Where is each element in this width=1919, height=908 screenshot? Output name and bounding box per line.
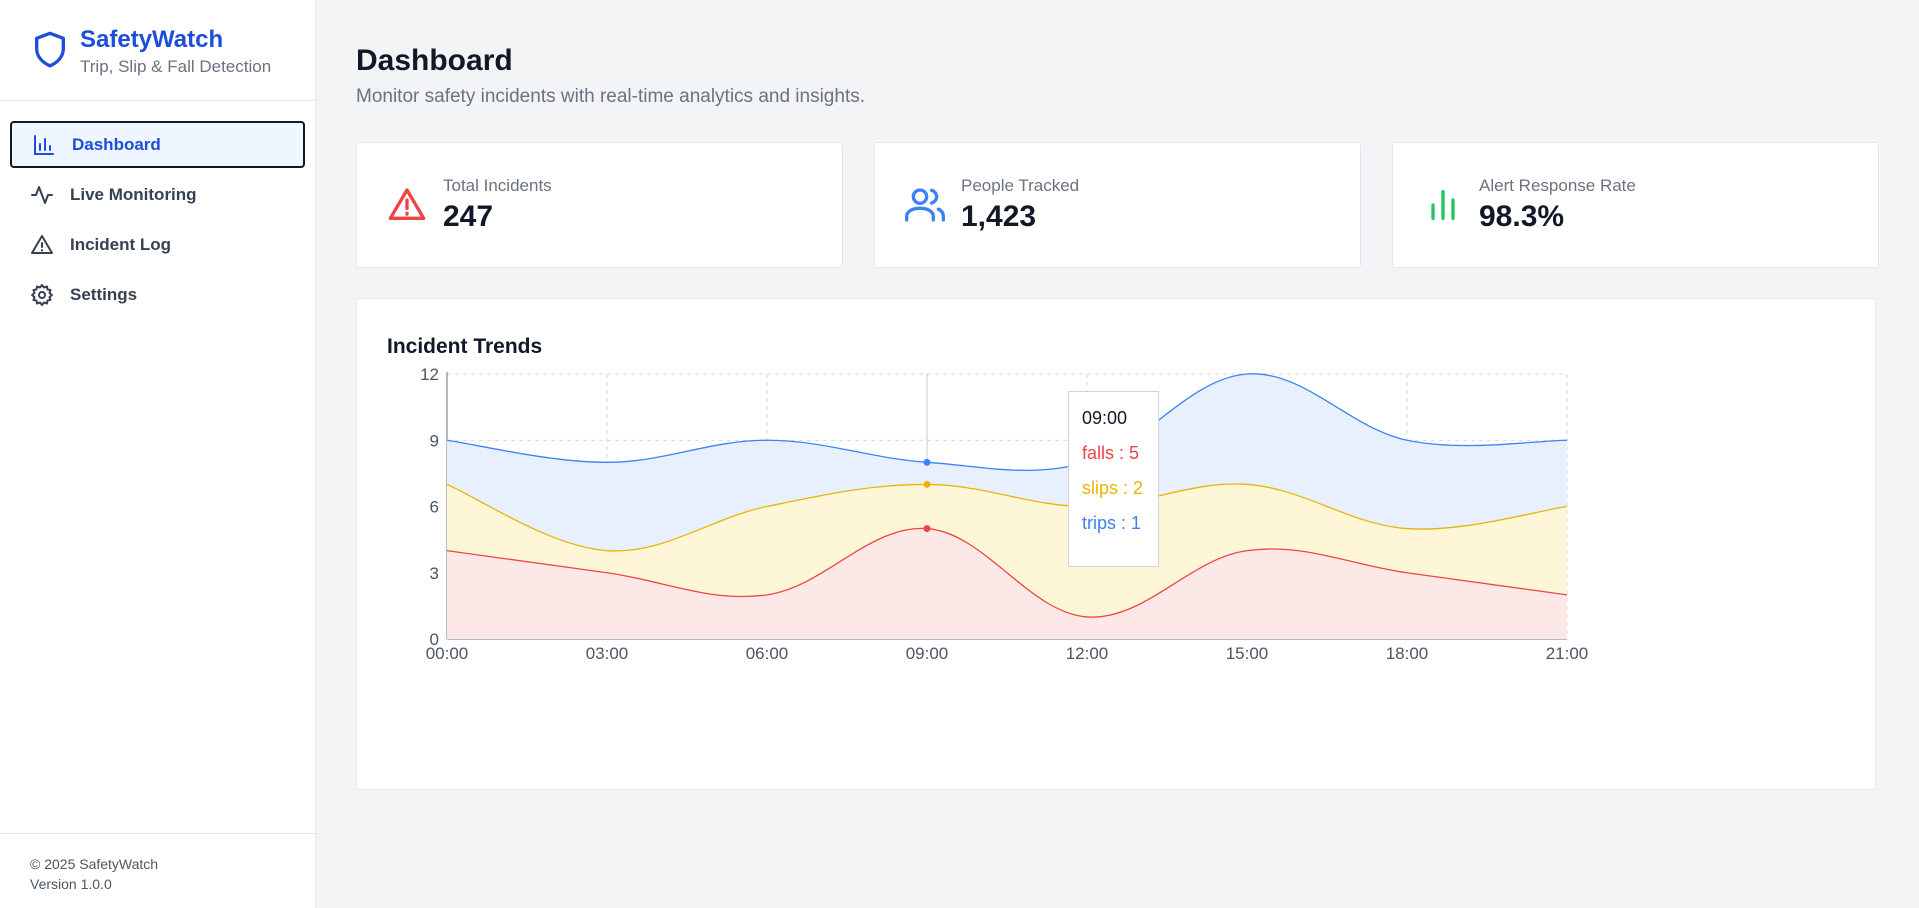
users-icon [905,188,945,222]
stat-label: Total Incidents [443,176,552,195]
bar-chart-icon [34,134,54,155]
area-falls [447,528,1567,639]
stat-label: Alert Response Rate [1479,176,1636,195]
brand-title: SafetyWatch [80,26,224,53]
activity-icon [31,185,53,204]
x-tick-label: 06:00 [746,644,789,663]
brand: SafetyWatch Trip, Slip & Fall Detection [0,0,315,101]
stats-row: Total Incidents 247 People Tracked 1,423 [356,142,1879,268]
sidebar-item-label: Settings [70,284,138,304]
sidebar-item-dashboard[interactable]: Dashboard [10,121,305,168]
incident-trends-chart[interactable]: 0 3 6 9 12 00:00 03:00 06:00 09:00 12:00 15:00 18:0… [357,299,1877,791]
version: Version 1.0.0 [30,876,112,892]
x-tick-label: 12:00 [1066,644,1109,663]
page-subtitle: Monitor safety incidents with real-time … [356,86,866,107]
stat-card-total-incidents: Total Incidents 247 [356,142,843,268]
sidebar-item-label: Incident Log [70,234,172,254]
stat-value: 98.3% [1479,200,1565,233]
sidebar-item-label: Dashboard [72,134,161,154]
x-tick-label: 03:00 [586,644,629,663]
alert-triangle-icon [388,188,426,220]
y-tick-label: 12 [420,365,439,384]
warning-icon [31,234,53,254]
point-falls [923,525,931,533]
shield-icon [35,31,65,68]
sidebar: SafetyWatch Trip, Slip & Fall Detection … [0,0,316,908]
point-trips [923,458,931,466]
y-tick-label: 3 [430,564,439,583]
sidebar-item-label: Live Monitoring [70,184,197,204]
main-content: Dashboard Monitor safety incidents with … [316,0,1919,908]
brand-subtitle: Trip, Slip & Fall Detection [80,57,272,76]
x-tick-label: 09:00 [906,644,949,663]
sidebar-nav: Dashboard Live Monitoring Incident Log [0,101,315,321]
sidebar-item-incident-log[interactable]: Incident Log [10,221,305,268]
incident-trends-card: Incident Trends 0 3 6 9 12 00:00 03:00 06:00 09:… [356,298,1876,790]
line-falls [446,527,1568,618]
y-tick-label: 0 [430,630,439,649]
page-title: Dashboard [356,44,513,77]
stat-card-alert-response-rate: Alert Response Rate 98.3% [1392,142,1879,268]
sidebar-item-live-monitoring[interactable]: Live Monitoring [10,171,305,218]
x-tick-label: 00:00 [426,644,469,663]
line-trips [446,373,1568,472]
copyright: © 2025 SafetyWatch [30,856,159,872]
area-trips [447,373,1567,551]
stat-label: People Tracked [961,176,1080,195]
area-slips [447,484,1567,618]
chart-title: Incident Trends [387,335,543,358]
tooltip-line-trips: trips : 1 [1082,513,1142,533]
bar-chart-icon [1431,190,1455,220]
x-tick-label: 21:00 [1546,644,1589,663]
y-tick-label: 9 [430,431,439,450]
sidebar-footer: © 2025 SafetyWatch Version 1.0.0 [0,833,315,908]
stat-value: 1,423 [961,200,1037,233]
x-tick-label: 15:00 [1226,644,1269,663]
gear-icon [31,283,53,306]
line-slips [446,483,1568,552]
stat-value: 247 [443,200,494,233]
x-tick-label: 18:00 [1386,644,1429,663]
tooltip-line-slips: slips : 2 [1082,478,1144,498]
sidebar-item-settings[interactable]: Settings [10,271,305,318]
chart-tooltip: 09:00 falls : 5 slips : 2 trips : 1 [1068,391,1159,567]
tooltip-title: 09:00 [1082,408,1128,428]
tooltip-line-falls: falls : 5 [1082,443,1140,463]
stat-card-people-tracked: People Tracked 1,423 [874,142,1361,268]
point-slips [923,480,931,488]
y-tick-label: 6 [430,498,439,517]
